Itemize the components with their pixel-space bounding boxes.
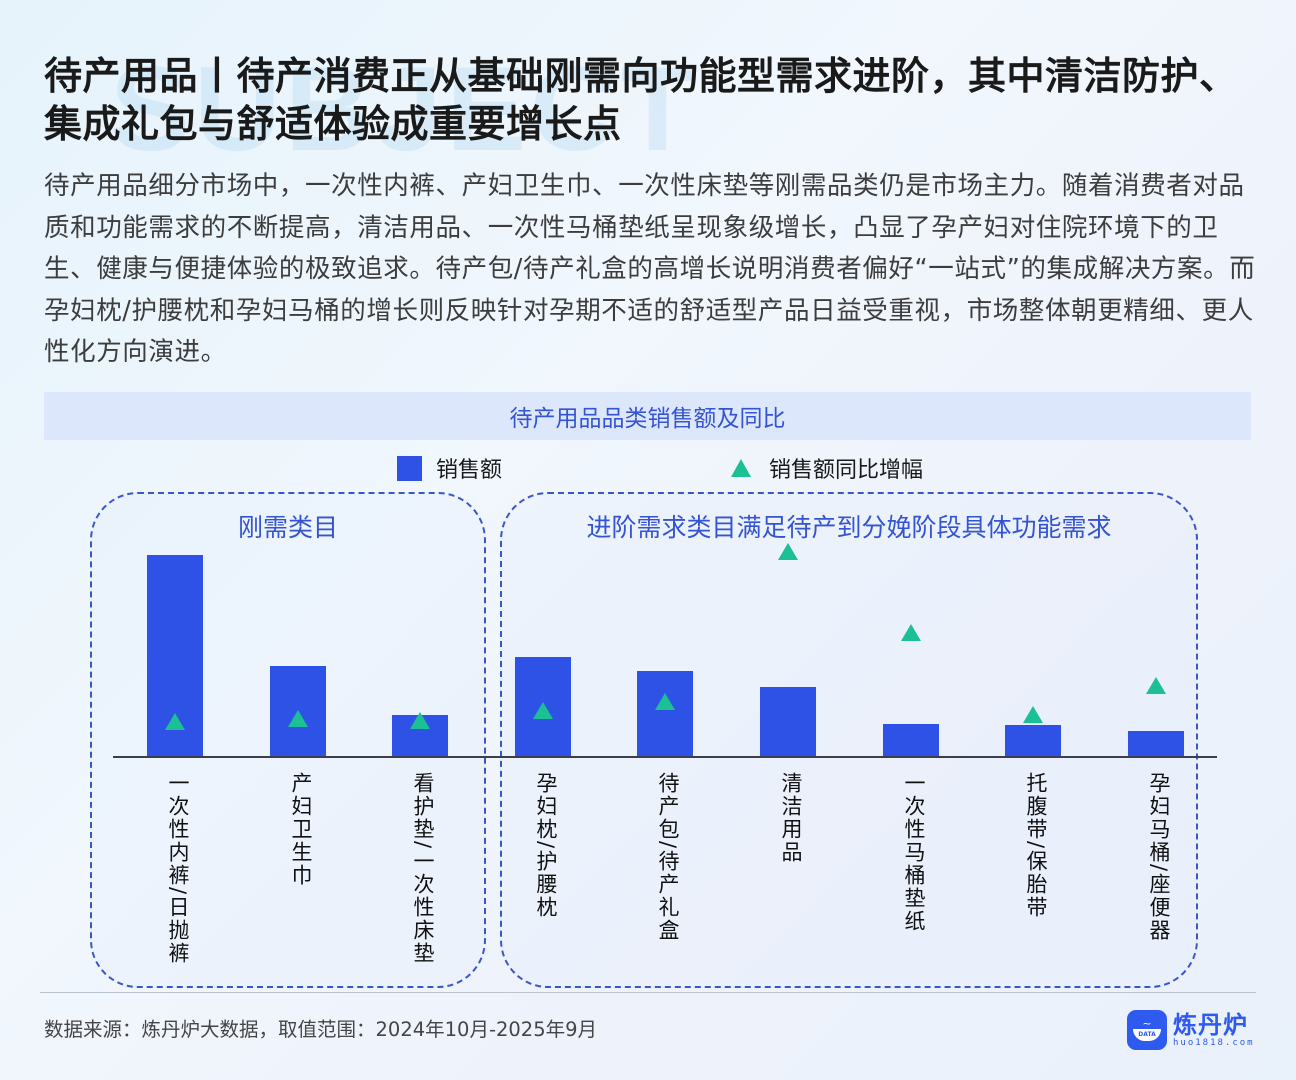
page-title: 待产用品丨待产消费正从基础刚需向功能型需求进阶，其中清洁防护、集成礼包与舒适体验… bbox=[44, 54, 1238, 146]
legend-item-yoy: 销售额同比增幅 bbox=[731, 452, 923, 484]
bar-sales bbox=[637, 671, 693, 757]
x-axis-category-label: 待产包/待产礼盒 bbox=[656, 772, 680, 943]
bar-sales bbox=[883, 724, 939, 757]
x-axis-category-label: 一次性内裤/日抛裤 bbox=[166, 772, 190, 966]
x-axis-category-label: 产妇卫生巾 bbox=[289, 772, 313, 887]
x-axis-category-label: 孕妇枕/护腰枕 bbox=[534, 772, 558, 920]
x-axis-category-label: 孕妇马桶/座便器 bbox=[1147, 772, 1171, 943]
chart-legend: 销售额 销售额同比增幅 bbox=[0, 452, 1296, 484]
x-axis-category-label: 托腹带/保胎带 bbox=[1024, 772, 1048, 920]
x-axis-line bbox=[113, 756, 1217, 758]
yoy-triangle-marker bbox=[778, 543, 798, 560]
footer-divider bbox=[40, 992, 1256, 993]
bar-swatch-icon bbox=[397, 455, 422, 481]
yoy-triangle-marker bbox=[901, 624, 921, 641]
yoy-triangle-marker bbox=[1023, 706, 1043, 723]
legend-label-yoy: 销售额同比增幅 bbox=[769, 458, 924, 483]
legend-label-sales: 销售额 bbox=[436, 458, 503, 483]
brand-logo: ~ DATA 炼丹炉 huo1818.com bbox=[1127, 1010, 1255, 1050]
bar-sales bbox=[760, 687, 816, 757]
yoy-triangle-marker bbox=[410, 712, 430, 729]
group-label-essential: 刚需类目 bbox=[237, 513, 338, 542]
triangle-marker-icon bbox=[731, 459, 751, 477]
yoy-triangle-marker bbox=[533, 702, 553, 719]
yoy-triangle-marker bbox=[288, 710, 308, 727]
chart-title: 待产用品品类销售额及同比 bbox=[509, 406, 786, 432]
bar-sales bbox=[1005, 725, 1061, 757]
logo-pot-icon: ~ DATA bbox=[1127, 1010, 1167, 1050]
yoy-triangle-marker bbox=[655, 693, 675, 710]
logo-name: 炼丹炉 bbox=[1173, 1011, 1248, 1039]
group-label-advanced: 进阶需求类目满足待产到分娩阶段具体功能需求 bbox=[586, 513, 1112, 542]
data-source-note: 数据来源：炼丹炉大数据，取值范围：2024年10月-2025年9月 bbox=[44, 1018, 598, 1041]
legend-item-sales: 销售额 bbox=[397, 452, 502, 484]
yoy-triangle-marker bbox=[1146, 677, 1166, 694]
x-axis-category-label: 看护垫/一次性床垫 bbox=[411, 772, 435, 966]
yoy-triangle-marker bbox=[165, 713, 185, 730]
chart-title-banner: 待产用品品类销售额及同比 bbox=[44, 392, 1251, 440]
page-description: 待产用品细分市场中，一次性内裤、产妇卫生巾、一次性床垫等刚需品类仍是市场主力。随… bbox=[44, 171, 1256, 367]
bar-sales bbox=[1128, 731, 1184, 757]
logo-url: huo1818.com bbox=[1173, 1038, 1255, 1048]
group-box-advanced: 进阶需求类目满足待产到分娩阶段具体功能需求 bbox=[500, 492, 1198, 988]
x-axis-category-label: 清洁用品 bbox=[779, 772, 803, 864]
background-watermark: SUBJECT bbox=[110, 42, 699, 176]
x-axis-category-label: 一次性马桶垫纸 bbox=[902, 772, 926, 933]
